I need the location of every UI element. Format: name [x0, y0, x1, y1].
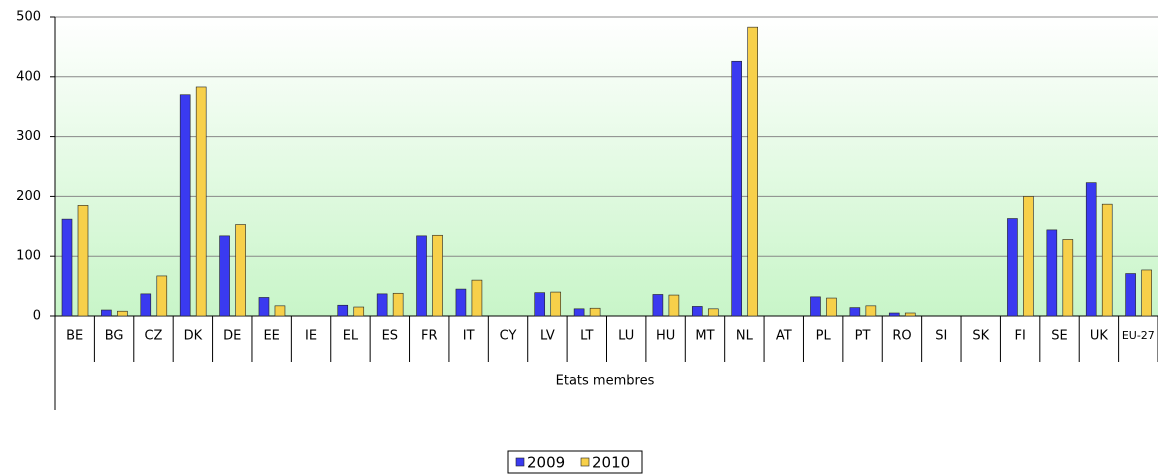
x-tick-label: FI [1014, 329, 1025, 344]
y-tick-label: 400 [16, 69, 41, 84]
x-tick-label: IE [305, 329, 317, 344]
bar [219, 235, 230, 317]
bar [731, 60, 742, 317]
bar [1023, 196, 1034, 317]
x-tick-label: LT [580, 329, 593, 344]
x-tick-label: LU [618, 329, 634, 344]
bar [849, 307, 861, 317]
legend-label: 2009 [527, 454, 565, 472]
x-tick-label: AT [776, 329, 792, 344]
bar [1085, 182, 1097, 317]
bar [707, 308, 719, 317]
bar [156, 275, 168, 317]
x-tick-label: EE [263, 329, 279, 344]
x-tick-label: PT [855, 329, 871, 344]
x-tick-label: HU [656, 329, 675, 344]
x-tick-label: DE [223, 329, 241, 344]
bar [826, 297, 837, 317]
bar [455, 288, 467, 317]
x-tick-label: BE [66, 329, 83, 344]
bar [747, 26, 758, 317]
bar [1046, 229, 1058, 317]
x-tick-label: UK [1090, 329, 1109, 344]
bar [416, 235, 427, 317]
legend-swatch [515, 457, 525, 467]
x-tick-label: ES [382, 329, 398, 344]
bar [432, 234, 443, 317]
y-tick-label: 300 [16, 129, 41, 144]
bar [1125, 273, 1136, 317]
bar [865, 305, 877, 317]
x-tick-label: BG [105, 329, 124, 344]
x-tick-label: FR [421, 329, 438, 344]
bar [810, 296, 821, 317]
x-tick-label: PL [816, 329, 832, 344]
bar [61, 218, 73, 317]
bar [534, 292, 546, 317]
bar [652, 294, 664, 317]
x-tick-label: IT [463, 329, 475, 344]
y-tick-label: 0 [33, 309, 41, 324]
bar [1141, 269, 1152, 317]
legend-swatch [580, 457, 590, 467]
bar [117, 310, 128, 317]
bar [904, 312, 916, 317]
bar [1062, 239, 1074, 317]
x-tick-label: SE [1051, 329, 1067, 344]
bar [274, 305, 286, 317]
bar [668, 294, 680, 317]
bar [179, 94, 191, 317]
bar [337, 304, 349, 317]
x-tick-label: MT [695, 329, 714, 344]
bar [258, 297, 270, 317]
bar [235, 224, 246, 317]
bar [691, 306, 703, 317]
x-tick-label: SI [935, 329, 947, 344]
bar [589, 307, 601, 317]
x-tick-label: LV [540, 329, 555, 344]
y-tick-label: 100 [16, 249, 41, 264]
bar [573, 308, 585, 317]
legend-box [507, 450, 643, 474]
x-tick-label: SK [972, 329, 989, 344]
x-tick-label: DK [184, 329, 203, 344]
bar [1007, 218, 1018, 317]
legend-label: 2010 [592, 454, 630, 472]
bar [353, 306, 365, 317]
x-tick-label: CZ [144, 329, 162, 344]
bar [392, 292, 404, 317]
x-tick-label: NL [736, 329, 754, 344]
bar [195, 86, 207, 317]
x-tick-label: EL [343, 329, 359, 344]
x-tick-label: EU-27 [1122, 329, 1155, 342]
x-tick-label: RO [892, 329, 911, 344]
bar [140, 293, 152, 317]
bar [550, 291, 562, 317]
bar [471, 279, 483, 317]
y-tick-label: 500 [16, 10, 41, 25]
x-axis-title: Etats membres [556, 374, 655, 389]
bar [376, 293, 388, 317]
bar [101, 309, 112, 317]
x-tick-label: CY [500, 329, 517, 344]
bar [1101, 203, 1113, 317]
bar [888, 312, 900, 317]
y-tick-label: 200 [16, 189, 41, 204]
bar [77, 205, 89, 317]
